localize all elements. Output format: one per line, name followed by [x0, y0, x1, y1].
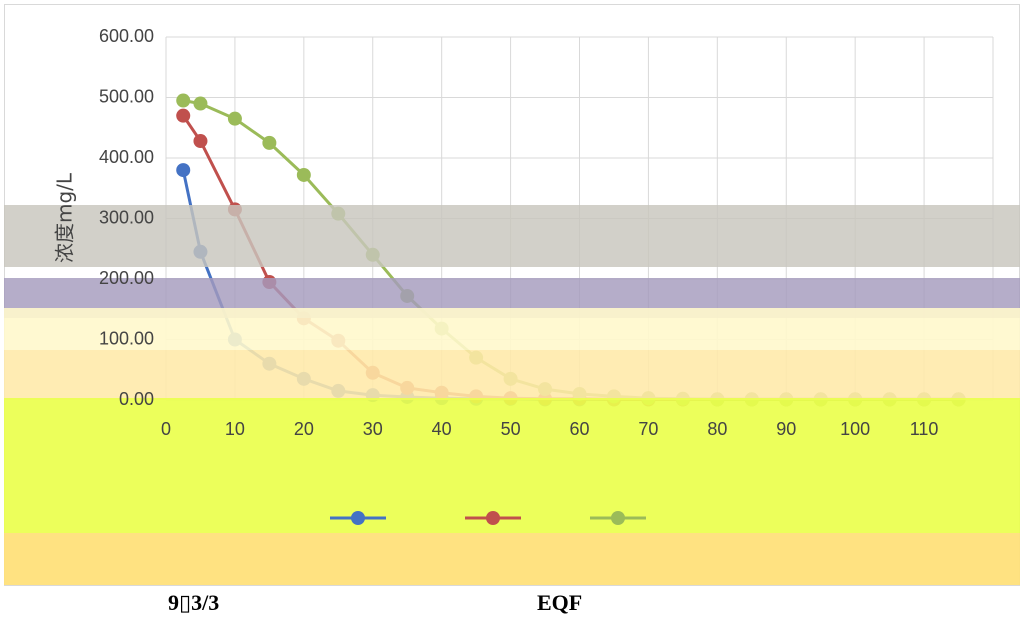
x-tick-label: 80	[707, 419, 727, 439]
artifact-band	[4, 350, 1020, 400]
series-3-point	[193, 96, 208, 111]
legend-marker-3	[611, 511, 625, 525]
y-tick-label: 300.00	[99, 207, 154, 227]
x-tick-label: 50	[501, 419, 521, 439]
x-tick-label: 70	[638, 419, 658, 439]
y-tick-label: 200.00	[99, 268, 154, 288]
artifact-band	[4, 308, 1020, 350]
series-2-point	[176, 108, 191, 123]
y-axis-title: 浓度mg/L	[53, 172, 77, 263]
series-3-point	[176, 93, 191, 108]
y-tick-labels: 0.00 100.00 200.00 300.00 400.00 500.00 600.00	[99, 26, 154, 409]
x-tick-label: 100	[840, 419, 870, 439]
x-tick-label: 0	[161, 419, 171, 439]
x-tick-label: 40	[432, 419, 452, 439]
x-tick-label: 10	[225, 419, 245, 439]
y-tick-label: 600.00	[99, 26, 154, 46]
artifact-band	[4, 533, 1020, 585]
caption-left: 9▯3/3	[168, 590, 220, 615]
series-2-point	[193, 134, 208, 149]
artifact-band	[4, 398, 1020, 533]
artifact-band	[4, 205, 1020, 267]
series-3-point	[296, 167, 311, 182]
image-artifact-bands	[4, 205, 1020, 585]
x-tick-label: 90	[776, 419, 796, 439]
y-tick-label: 400.00	[99, 147, 154, 167]
x-tick-label: 110	[910, 419, 939, 439]
y-tick-label: 500.00	[99, 86, 154, 106]
legend-marker-1	[351, 511, 365, 525]
y-tick-label: 0.00	[119, 389, 154, 409]
x-tick-label: 30	[363, 419, 383, 439]
series-1-point	[176, 163, 191, 178]
x-tick-label: 20	[294, 419, 314, 439]
legend	[330, 511, 646, 525]
x-tick-label: 60	[569, 419, 589, 439]
x-tick-labels: 0 10 20 30 40 50 60 70 80 90 100 110	[161, 419, 938, 439]
caption-right: EQF	[537, 590, 583, 615]
series-3-point	[227, 111, 242, 126]
legend-marker-2	[486, 511, 500, 525]
y-tick-label: 100.00	[99, 328, 154, 348]
series-3-point	[262, 135, 277, 150]
